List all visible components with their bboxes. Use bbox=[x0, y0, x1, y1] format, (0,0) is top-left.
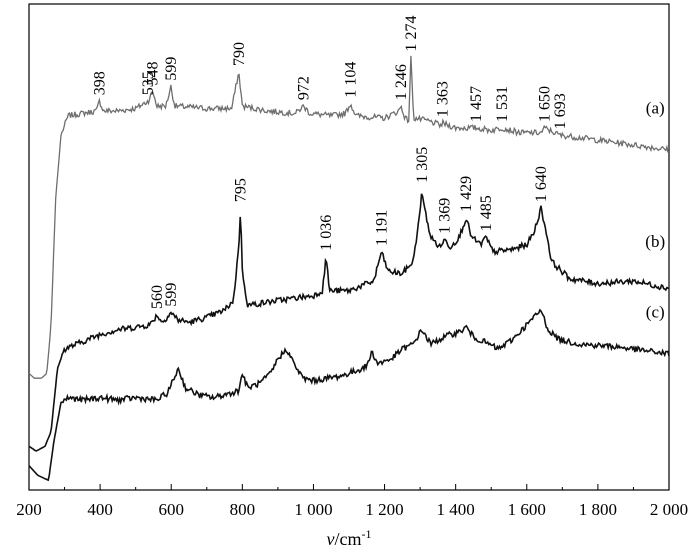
peak-label: 1 363 bbox=[435, 81, 452, 117]
peak-label: 1 191 bbox=[373, 210, 390, 246]
x-tick-label: 800 bbox=[230, 500, 256, 519]
peak-label: 790 bbox=[231, 42, 248, 66]
x-tick-label: 2 000 bbox=[650, 500, 688, 519]
peak-label: 1 650 bbox=[537, 86, 554, 122]
peak-label: 1 640 bbox=[533, 166, 550, 202]
peak-label: 1 305 bbox=[414, 147, 431, 183]
series-line bbox=[28, 193, 670, 452]
x-tick-label: 1 200 bbox=[365, 500, 403, 519]
peak-label: 535 bbox=[140, 71, 157, 95]
x-tick-label: 1 400 bbox=[437, 500, 475, 519]
x-tick-label: 400 bbox=[87, 500, 113, 519]
series-labels: (a) (b) (c) bbox=[645, 98, 665, 321]
peak-label: 1 274 bbox=[403, 15, 420, 51]
series-label: (b) bbox=[645, 232, 665, 251]
peak-label: 599 bbox=[163, 57, 180, 81]
peak-label: 560 bbox=[149, 285, 166, 309]
series-label: (a) bbox=[646, 98, 665, 117]
peak-label: 1 485 bbox=[478, 195, 495, 231]
peak-label: 1 531 bbox=[494, 86, 511, 122]
peak-label: 1 693 bbox=[552, 93, 569, 129]
x-axis-var: v bbox=[327, 529, 335, 549]
peak-label: 972 bbox=[295, 76, 312, 100]
x-tick-label: 1 600 bbox=[508, 500, 546, 519]
peak-label: 1 429 bbox=[458, 176, 475, 212]
peak-label: 795 bbox=[233, 178, 250, 202]
peak-label: 1 369 bbox=[437, 198, 454, 234]
peak-label: 599 bbox=[163, 283, 180, 307]
x-axis-unit-exponent: -1 bbox=[362, 527, 372, 541]
peak-label: 1 104 bbox=[342, 62, 359, 98]
peak-label: 548 bbox=[145, 61, 162, 85]
x-tick-label: 200 bbox=[16, 500, 42, 519]
x-tick-label: 600 bbox=[158, 500, 184, 519]
peak-label: 1 457 bbox=[468, 86, 485, 122]
x-tick-label: 1 000 bbox=[294, 500, 332, 519]
x-axis-title: v/cm-1 bbox=[327, 527, 372, 549]
x-axis-ticks: 200 400 600 800 1 000 1 200 1 400 1 600 1 800 2 0… bbox=[16, 484, 688, 519]
series-lines bbox=[28, 55, 670, 482]
peak-label: 1 036 bbox=[318, 215, 335, 251]
series-line bbox=[28, 55, 670, 379]
series-label: (c) bbox=[646, 302, 665, 321]
series-line bbox=[28, 308, 670, 482]
peak-label: 1 246 bbox=[393, 64, 410, 100]
peak-label: 398 bbox=[91, 71, 108, 95]
x-axis-unit: /cm bbox=[335, 529, 362, 549]
x-tick-label: 1 800 bbox=[579, 500, 617, 519]
